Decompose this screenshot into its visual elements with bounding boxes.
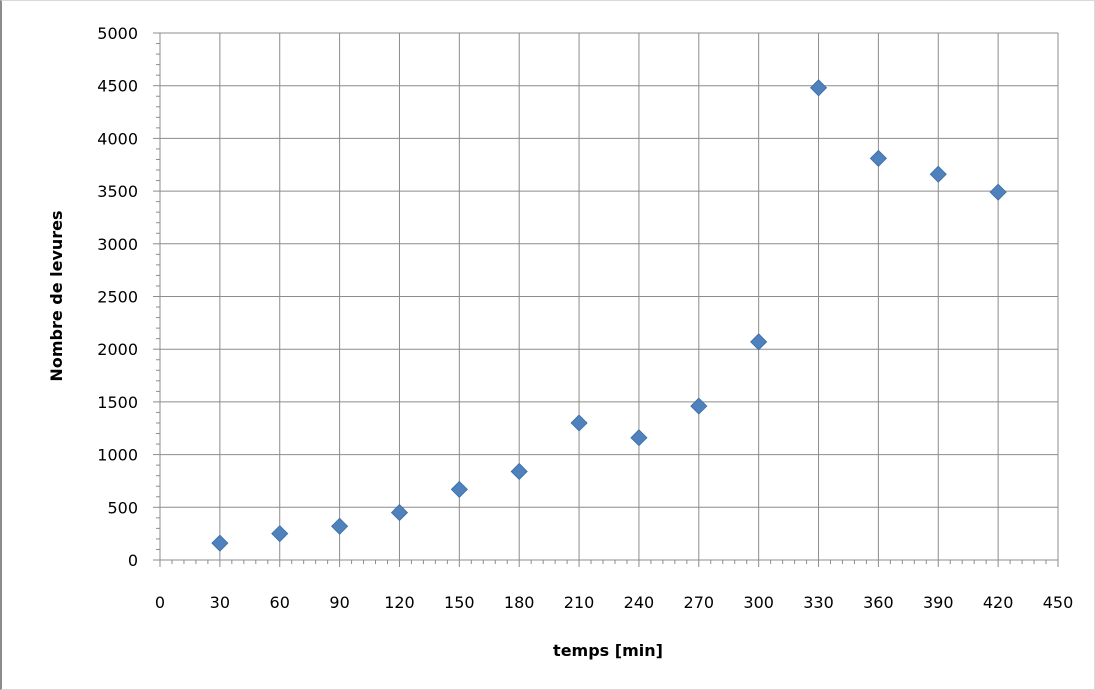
x-tick-label: 330 — [803, 593, 834, 612]
data-point — [989, 183, 1007, 201]
axes — [153, 32, 1059, 567]
y-tick-labels: 0 500 1000 1500 2000 2500 3000 3500 4000 4500 5000 — [97, 24, 138, 570]
y-tick-label: 1000 — [97, 446, 138, 465]
x-tick-labels: 0 30 60 90 120 150 180 210 240 270 300 330 360 390 420… — [155, 593, 1073, 612]
x-tick-label: 390 — [923, 593, 954, 612]
y-tick-label: 0 — [128, 551, 138, 570]
x-tick-label: 30 — [210, 593, 230, 612]
x-tick-label: 210 — [564, 593, 595, 612]
y-tick-label: 3000 — [97, 235, 138, 254]
x-tick-label: 270 — [684, 593, 715, 612]
gridlines — [160, 32, 1059, 560]
y-tick-label: 4500 — [97, 77, 138, 96]
data-point — [690, 397, 708, 415]
y-tick-label: 2500 — [97, 288, 138, 307]
data-point — [929, 165, 947, 183]
data-point — [211, 534, 229, 552]
data-point — [450, 480, 468, 498]
y-tick-label: 1500 — [97, 393, 138, 412]
x-tick-label: 90 — [329, 593, 349, 612]
x-tick-label: 150 — [444, 593, 475, 612]
x-tick-label: 0 — [155, 593, 165, 612]
data-point — [271, 525, 289, 543]
x-tick-label: 180 — [504, 593, 535, 612]
data-point — [331, 517, 349, 535]
y-tick-label: 4000 — [97, 129, 138, 148]
x-axis-title: temps [min] — [553, 641, 663, 660]
data-point — [510, 462, 528, 481]
x-tick-label: 240 — [624, 593, 655, 612]
data-point — [809, 79, 828, 97]
data-point — [869, 149, 887, 167]
data-points — [211, 79, 1007, 552]
x-tick-label: 420 — [983, 593, 1014, 612]
y-tick-label: 5000 — [97, 24, 138, 43]
data-point — [570, 414, 588, 432]
y-axis-title: Nombre de levures — [47, 210, 66, 381]
x-tick-label: 120 — [384, 593, 415, 612]
x-tick-label: 60 — [270, 593, 290, 612]
y-tick-label: 3500 — [97, 182, 138, 201]
y-tick-label: 500 — [107, 498, 138, 517]
data-point — [630, 429, 648, 447]
x-tick-label: 300 — [743, 593, 774, 612]
x-tick-label: 450 — [1043, 593, 1074, 612]
data-point — [750, 333, 768, 351]
y-tick-label: 2000 — [97, 340, 138, 359]
data-point — [390, 504, 409, 522]
x-tick-label: 360 — [863, 593, 894, 612]
